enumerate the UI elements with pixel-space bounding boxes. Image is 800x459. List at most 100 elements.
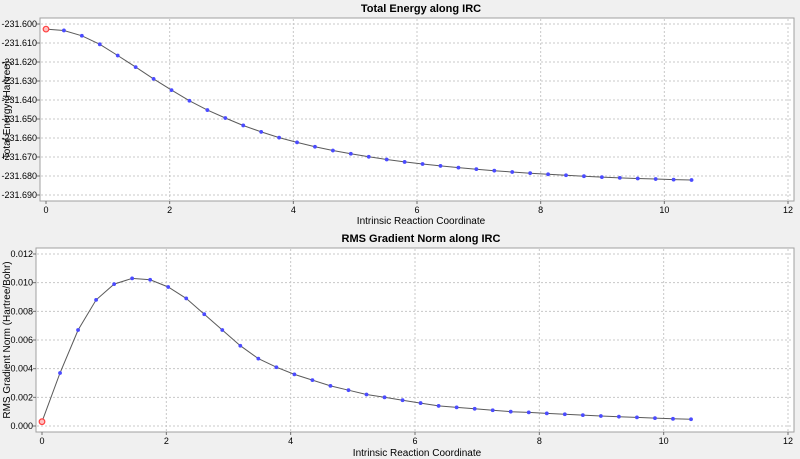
data-point[interactable] [528, 171, 533, 176]
data-point[interactable] [130, 276, 135, 281]
y-tick-label: -231.620 [1, 57, 37, 67]
data-point[interactable] [151, 77, 156, 81]
plot-area[interactable] [39, 17, 795, 202]
data-point[interactable] [653, 416, 657, 421]
data-point[interactable] [671, 416, 675, 421]
x-tick-label: 10 [659, 436, 669, 446]
data-point[interactable] [490, 408, 495, 413]
data-point[interactable] [348, 151, 353, 156]
y-tick-label: 0.010 [10, 278, 33, 288]
data-point[interactable] [454, 405, 459, 410]
data-point[interactable] [274, 365, 279, 370]
data-point[interactable] [546, 172, 550, 177]
data-point[interactable] [331, 148, 335, 153]
chart-title: Total Energy along IRC [361, 3, 481, 15]
data-point[interactable] [295, 140, 299, 145]
data-point[interactable] [456, 165, 461, 170]
data-point[interactable] [58, 371, 62, 375]
data-point[interactable] [438, 164, 443, 168]
chart-title: RMS Gradient Norm along IRC [342, 233, 501, 245]
data-point[interactable] [148, 277, 153, 282]
data-point[interactable] [582, 174, 586, 179]
data-point[interactable] [689, 417, 693, 422]
y-tick-label: -231.680 [1, 171, 37, 181]
data-point[interactable] [220, 328, 225, 332]
data-point[interactable] [76, 328, 80, 332]
data-point[interactable] [689, 178, 694, 182]
data-point[interactable] [526, 410, 531, 415]
x-tick-label: 6 [412, 436, 417, 446]
data-point[interactable] [62, 28, 66, 33]
data-point[interactable] [420, 162, 425, 166]
data-point[interactable] [184, 296, 189, 301]
data-point[interactable] [580, 413, 585, 418]
data-point[interactable] [241, 123, 246, 128]
data-point-selected[interactable] [42, 25, 50, 33]
x-tick-label: 2 [167, 205, 172, 215]
data-point[interactable] [223, 116, 228, 120]
data-point[interactable] [169, 88, 174, 93]
data-point[interactable] [366, 154, 371, 159]
tick-labels: 0 2 4 6 8 10 12 -231.600 -231.610 -231.620 -231.63… [1, 19, 793, 215]
data-point[interactable] [313, 144, 317, 149]
data-point[interactable] [671, 177, 676, 182]
x-tick-label: 4 [288, 436, 293, 446]
data-point[interactable] [400, 398, 405, 403]
data-point-selected[interactable] [38, 418, 46, 426]
data-point[interactable] [635, 415, 639, 420]
data-point[interactable] [436, 404, 441, 408]
data-point[interactable] [292, 372, 297, 377]
data-point[interactable] [259, 130, 264, 134]
data-point[interactable] [402, 160, 407, 164]
grid [41, 19, 793, 200]
data-point[interactable] [328, 383, 333, 388]
y-tick-label: 0.006 [10, 335, 33, 345]
data-point[interactable] [202, 312, 207, 317]
data-point[interactable] [346, 388, 351, 393]
data-point[interactable] [562, 412, 567, 417]
x-tick-label: 6 [414, 205, 419, 215]
data-point[interactable] [384, 157, 389, 162]
x-tick-label: 2 [164, 436, 169, 446]
data-point[interactable] [510, 170, 515, 174]
data-point[interactable] [617, 414, 621, 419]
series-line [42, 25, 694, 182]
data-point[interactable] [187, 98, 192, 103]
y-tick-label: -231.600 [1, 19, 37, 29]
data-point[interactable] [508, 409, 513, 414]
x-tick-label: 12 [783, 436, 793, 446]
data-point[interactable] [256, 356, 261, 361]
data-point[interactable] [238, 343, 243, 348]
data-point[interactable] [97, 42, 102, 47]
y-tick-label: 0.008 [10, 306, 33, 316]
series-line [38, 276, 693, 426]
data-point[interactable] [492, 168, 497, 173]
data-point[interactable] [115, 53, 120, 58]
data-point[interactable] [310, 378, 315, 383]
data-point[interactable] [653, 177, 658, 181]
x-tick-label: 4 [291, 205, 296, 215]
data-point[interactable] [617, 175, 622, 180]
data-point[interactable] [472, 406, 477, 411]
data-point[interactable] [133, 65, 138, 70]
data-point[interactable] [599, 175, 604, 180]
data-point[interactable] [277, 135, 282, 140]
data-point[interactable] [112, 282, 117, 287]
data-point[interactable] [598, 414, 603, 418]
x-tick-label: 10 [659, 205, 669, 215]
data-point[interactable] [474, 167, 479, 172]
data-point[interactable] [94, 297, 98, 302]
data-point[interactable] [364, 392, 369, 397]
y-tick-label: -231.640 [1, 95, 37, 105]
data-point[interactable] [635, 176, 640, 181]
x-tick-label: 0 [43, 205, 48, 215]
data-point[interactable] [564, 173, 568, 178]
data-point[interactable] [382, 395, 387, 400]
data-point[interactable] [418, 401, 423, 405]
data-point[interactable] [205, 108, 210, 112]
data-point[interactable] [544, 411, 549, 416]
x-tick-label: 0 [39, 436, 44, 446]
data-point[interactable] [79, 33, 84, 38]
data-point[interactable] [166, 285, 171, 289]
x-tick-label: 8 [538, 205, 543, 215]
